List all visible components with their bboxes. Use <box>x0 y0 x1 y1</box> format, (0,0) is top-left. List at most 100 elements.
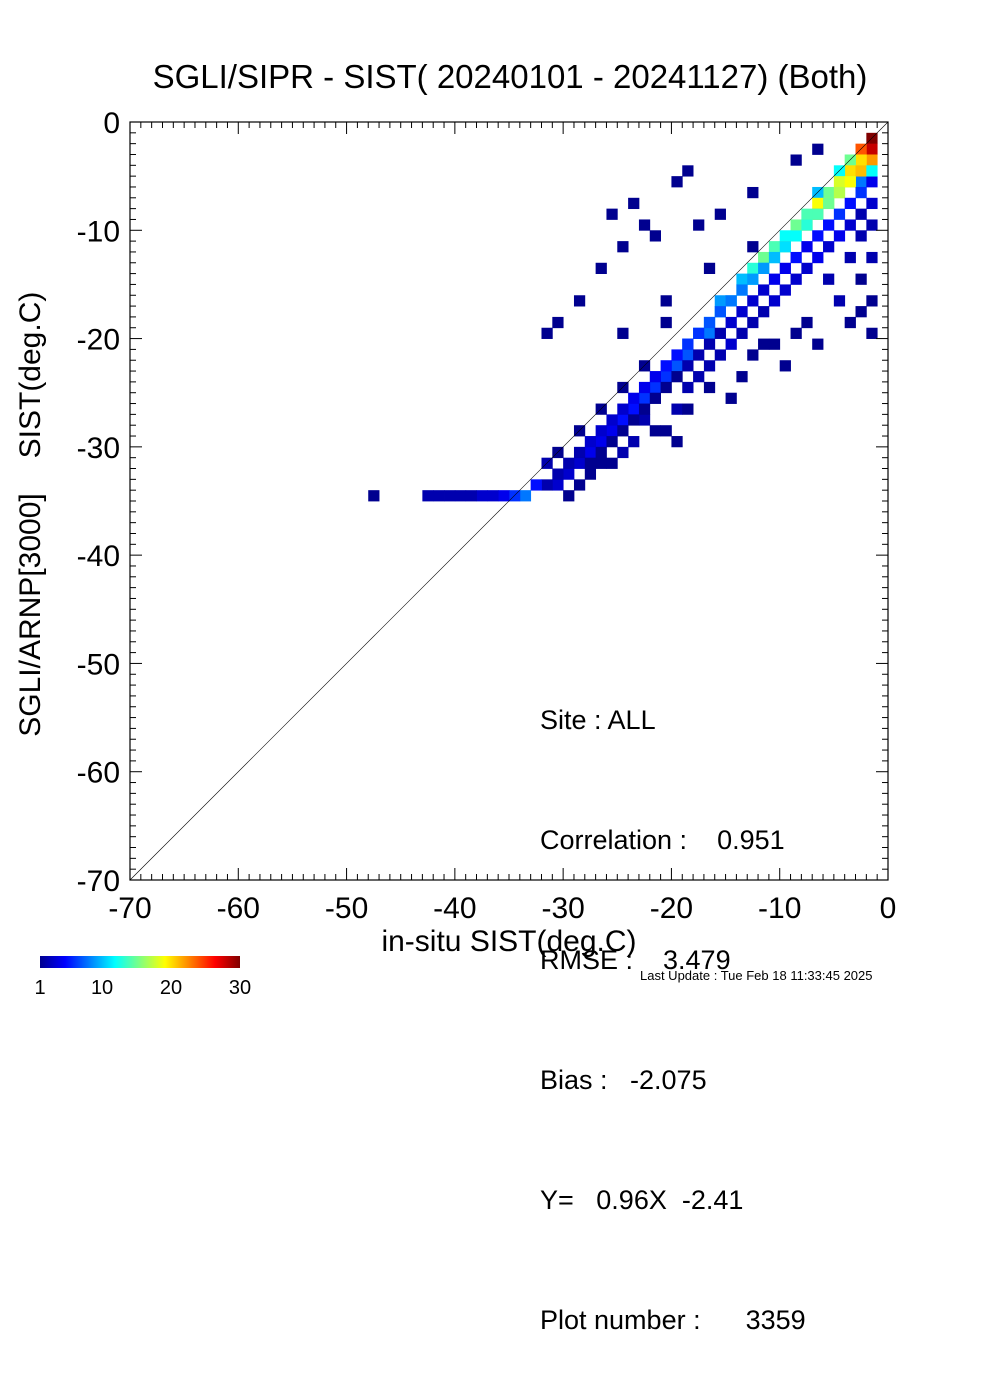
colorbar-tick-labels: 1 10 20 30 <box>34 977 251 999</box>
heatmap-cell <box>368 490 380 502</box>
x-tick-label: 0 <box>880 892 897 925</box>
heatmap-cell <box>812 197 824 210</box>
y-axis-label-lower: SGLI/ARNP[3000] <box>14 493 47 736</box>
heatmap-cell <box>703 327 716 339</box>
heatmap-cell <box>790 219 802 231</box>
heatmap-cell <box>768 273 781 285</box>
heatmap-cell <box>725 392 737 404</box>
heatmap-cell <box>660 425 672 437</box>
heatmap-cell <box>833 208 846 220</box>
heatmap-cell <box>606 457 618 469</box>
heatmap-cell <box>638 403 651 415</box>
heatmap-cell <box>617 425 629 437</box>
heatmap-cell <box>866 143 878 155</box>
heatmap-cell <box>541 327 553 339</box>
heatmap-cell <box>682 338 694 350</box>
heatmap-cell <box>595 457 607 469</box>
heatmap-cell <box>671 436 683 448</box>
heatmap-cell <box>855 230 867 242</box>
heatmap-cell <box>801 316 813 329</box>
heatmap-cell <box>649 425 661 437</box>
y-tick-label: -30 <box>77 432 120 465</box>
heatmap-cell <box>617 446 629 459</box>
y-tick-labels: -70 -60 -50 -40 -30 -20 -10 0 <box>77 107 120 898</box>
heatmap-cell <box>855 165 867 177</box>
heatmap-cell <box>855 176 867 188</box>
heatmap-cell <box>465 490 477 502</box>
heatmap-cell <box>454 490 467 502</box>
heatmap-cell <box>779 284 791 296</box>
heatmap-cell <box>595 446 607 459</box>
heatmap-cell <box>628 392 640 404</box>
colorbar-tick-label: 20 <box>160 977 182 999</box>
x-tick-label: -70 <box>108 892 151 925</box>
heatmap-cell <box>768 241 781 253</box>
heatmap-cell <box>768 251 781 264</box>
heatmap-cell <box>747 186 759 199</box>
heatmap-cell <box>736 273 748 285</box>
x-tick-label: -10 <box>758 892 801 925</box>
x-axis-label: in-situ SIST(deg.C) <box>381 925 636 958</box>
heatmap-cell <box>823 197 835 210</box>
heatmap-cell <box>758 262 770 274</box>
heatmap-cell <box>617 327 629 339</box>
y-tick-label: -60 <box>77 757 120 790</box>
heatmap-cell <box>844 197 856 210</box>
heatmap-cell <box>703 338 716 350</box>
chart-title: SGLI/SIPR - SIST( 20240101 - 20241127) (… <box>153 58 868 95</box>
heatmap-cell <box>747 241 759 253</box>
heatmap-cell <box>768 295 781 307</box>
heatmap-cell <box>584 468 597 480</box>
heatmap-cell <box>573 479 586 491</box>
heatmap-cell <box>844 251 856 264</box>
colorbar-tick-label: 1 <box>34 977 45 999</box>
heatmap-cell <box>573 457 586 469</box>
heatmap-cell <box>693 349 705 361</box>
heatmap-cell <box>584 436 597 448</box>
heatmap-cell <box>638 414 651 426</box>
heatmap-cell <box>812 338 824 350</box>
heatmap-cell <box>758 284 770 296</box>
heatmap-cell <box>563 457 575 469</box>
heatmap-cell <box>703 262 716 274</box>
stat-correlation: Correlation : 0.951 <box>540 825 785 855</box>
heatmap-cell <box>866 327 878 339</box>
colorbar-tick-label: 10 <box>91 977 113 999</box>
heatmap-cell <box>682 381 694 394</box>
heatmap-cell <box>790 154 802 166</box>
heatmap-cell <box>790 273 802 285</box>
heatmap-cell <box>866 154 878 166</box>
y-tick-label: -10 <box>77 215 120 248</box>
heatmap-cell <box>606 425 618 437</box>
colorbar <box>40 956 240 968</box>
heatmap-cell <box>790 251 802 264</box>
heatmap-cell <box>476 490 488 502</box>
heatmap-cell <box>606 436 618 448</box>
heatmap-cell <box>736 327 748 339</box>
x-tick-label: -40 <box>433 892 476 925</box>
heatmap-cell <box>844 165 856 177</box>
heatmap-cell <box>833 186 846 199</box>
heatmap-cell <box>628 403 640 415</box>
heatmap-cell <box>768 338 781 350</box>
stat-bias: Bias : -2.075 <box>540 1065 707 1095</box>
heatmap-cell <box>682 360 694 372</box>
heatmap-cell <box>823 241 835 253</box>
heatmap-cell <box>758 338 770 350</box>
heatmap-cell <box>725 316 737 329</box>
heatmap-cell <box>530 479 542 491</box>
x-tick-label: -30 <box>541 892 584 925</box>
heatmap-cell <box>638 392 651 404</box>
heatmap-cell <box>725 338 737 350</box>
heatmap-cell <box>833 176 846 188</box>
heatmap-cell <box>433 490 445 502</box>
colorbar-tick-label: 30 <box>229 977 251 999</box>
last-update-text: Last Update : Tue Feb 18 11:33:45 2025 <box>640 968 873 983</box>
heatmap-cell <box>693 327 705 339</box>
heatmap-cell <box>779 230 791 242</box>
stat-regression: Y= 0.96X -2.41 <box>540 1185 744 1215</box>
heatmap-cell <box>628 436 640 448</box>
heatmap-cell <box>714 349 726 361</box>
heatmap-cell <box>682 165 694 177</box>
heatmap-cell <box>866 197 878 210</box>
